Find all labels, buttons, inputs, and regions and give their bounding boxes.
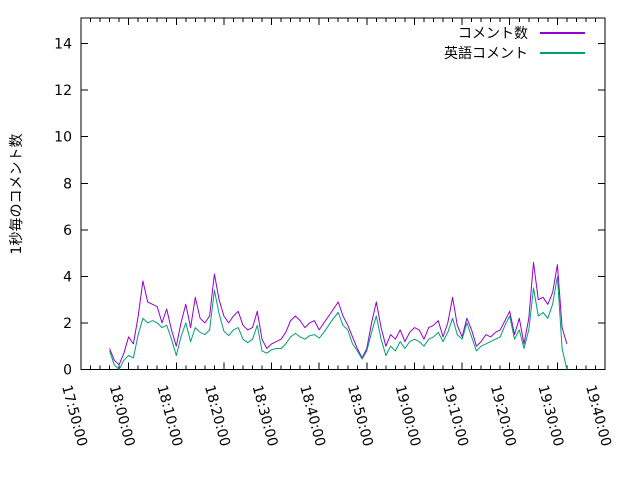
legend: コメント数 英語コメント bbox=[444, 23, 585, 63]
y-tick-label: 10 bbox=[54, 130, 72, 146]
y-tick-label: 14 bbox=[54, 37, 72, 53]
x-tick-label: 18:20:00 bbox=[201, 383, 233, 448]
legend-label-english-comments: 英語コメント bbox=[444, 46, 528, 62]
series-line-comments bbox=[109, 261, 568, 366]
legend-item-comments: コメント数 bbox=[444, 23, 585, 43]
y-tick-label: 2 bbox=[63, 316, 72, 332]
x-tick-label: 18:50:00 bbox=[344, 383, 376, 448]
x-tick-label: 19:10:00 bbox=[439, 383, 471, 448]
x-tick-label: 19:40:00 bbox=[582, 383, 614, 448]
x-tick-label: 17:50:00 bbox=[58, 383, 90, 448]
y-tick-label: 0 bbox=[63, 363, 72, 379]
x-tick-label: 18:00:00 bbox=[106, 383, 138, 448]
x-tick-label: 18:30:00 bbox=[249, 383, 281, 448]
x-tick-label: 18:40:00 bbox=[296, 383, 328, 448]
legend-line-sample-comments bbox=[540, 32, 585, 34]
y-tick-label: 6 bbox=[63, 223, 72, 239]
legend-line-sample-english-comments bbox=[540, 52, 585, 54]
series-line-english-comments bbox=[109, 275, 568, 370]
y-tick-label: 8 bbox=[63, 176, 72, 192]
x-tick-label: 18:10:00 bbox=[153, 383, 185, 448]
legend-item-english-comments: 英語コメント bbox=[444, 43, 585, 63]
y-axis-title: 1秒毎のコメント数 bbox=[9, 133, 25, 255]
x-tick-label: 19:00:00 bbox=[392, 383, 424, 448]
legend-label-comments: コメント数 bbox=[458, 26, 528, 42]
y-tick-label: 12 bbox=[54, 83, 72, 99]
plot-border bbox=[80, 17, 606, 370]
x-tick-label: 19:30:00 bbox=[534, 383, 566, 448]
y-tick-label: 4 bbox=[63, 269, 72, 285]
x-tick-label: 19:20:00 bbox=[487, 383, 519, 448]
